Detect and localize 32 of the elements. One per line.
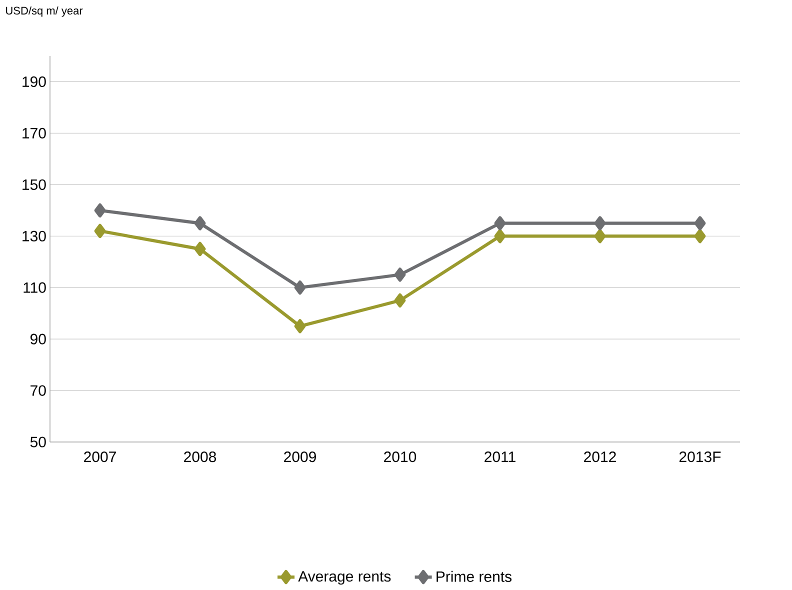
x-tick-label: 2013F [679, 452, 721, 462]
point [694, 229, 706, 244]
x-tick-label: 2010 [384, 452, 416, 462]
point [194, 242, 206, 256]
point [94, 203, 106, 218]
y-tick-label: 70 [30, 385, 46, 396]
y-axis-title: USD/sq m/ year [6, 6, 83, 17]
point [594, 229, 606, 244]
y-tick-label: 50 [30, 436, 46, 448]
x-tick-label: 2011 [484, 452, 516, 462]
point [294, 319, 306, 334]
x-tick-label: 2009 [284, 452, 316, 462]
point [394, 293, 406, 308]
x-tick-label: 2008 [184, 452, 216, 462]
point [194, 216, 206, 230]
point [394, 268, 406, 282]
x-tick-label: 2012 [584, 452, 616, 462]
point [694, 216, 706, 230]
y-tick-label: 130 [22, 230, 46, 242]
y-tick-label: 170 [22, 128, 46, 138]
y-tick-label: 190 [22, 76, 46, 88]
point [494, 229, 506, 244]
point [594, 216, 606, 230]
legend-label: Average rents [298, 571, 391, 585]
point [294, 280, 306, 295]
legend-label: Prime rents [436, 570, 512, 582]
y-tick-label: 150 [22, 179, 46, 190]
x-tick-label: 2007 [84, 452, 116, 462]
y-tick-label: 110 [24, 282, 46, 293]
point [494, 216, 506, 230]
point [94, 224, 106, 238]
y-tick-label: 90 [30, 334, 46, 344]
